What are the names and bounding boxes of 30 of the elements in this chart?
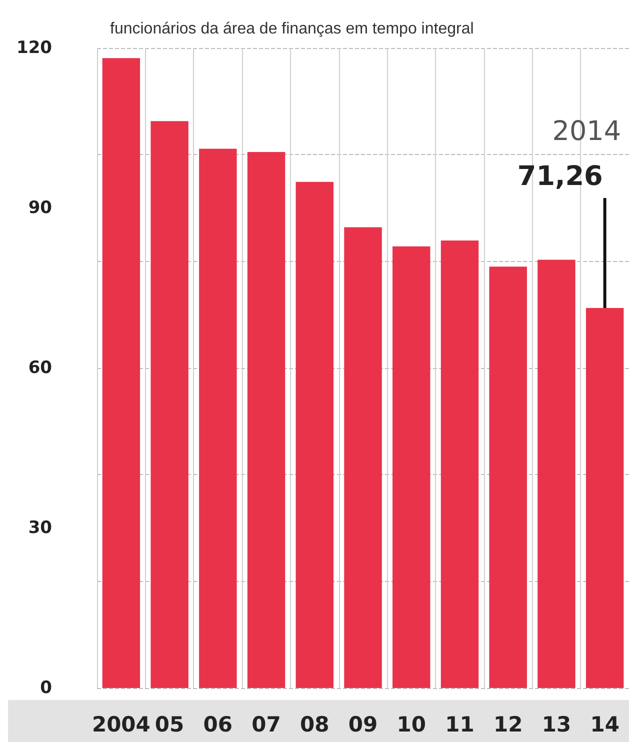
bar (102, 58, 140, 688)
x-tick-label: 13 (542, 712, 572, 736)
bar (296, 182, 334, 688)
bar (199, 148, 237, 688)
x-tick-label: 05 (154, 712, 184, 736)
bar (489, 266, 527, 688)
y-tick-label: 30 (28, 518, 52, 538)
bar (538, 260, 576, 688)
y-tick-label: 120 (16, 38, 52, 58)
data-label: 71,26 (517, 160, 603, 192)
bar (586, 308, 624, 688)
bar (392, 246, 430, 688)
x-tick-label: 11 (445, 712, 474, 736)
x-tick-label: 2004 (92, 712, 150, 736)
x-tick-label: 07 (252, 712, 281, 736)
bar (344, 227, 382, 688)
bar (150, 121, 188, 688)
x-tick-label: 06 (203, 712, 233, 736)
chart-subtitle: funcionários da área de finanças em tempo integral (110, 20, 474, 38)
x-tick-label: 12 (493, 712, 523, 736)
bar (247, 152, 286, 688)
y-tick-label: 60 (28, 358, 52, 378)
annotation: 2014 (552, 116, 622, 147)
bar (440, 240, 479, 688)
x-tick-label: 09 (348, 712, 378, 736)
x-tick-label: 08 (300, 712, 330, 736)
x-tick-label: 14 (590, 712, 620, 736)
x-tick-label: 10 (396, 712, 426, 736)
y-tick-label: 0 (40, 678, 52, 698)
y-tick-label: 90 (28, 198, 52, 218)
